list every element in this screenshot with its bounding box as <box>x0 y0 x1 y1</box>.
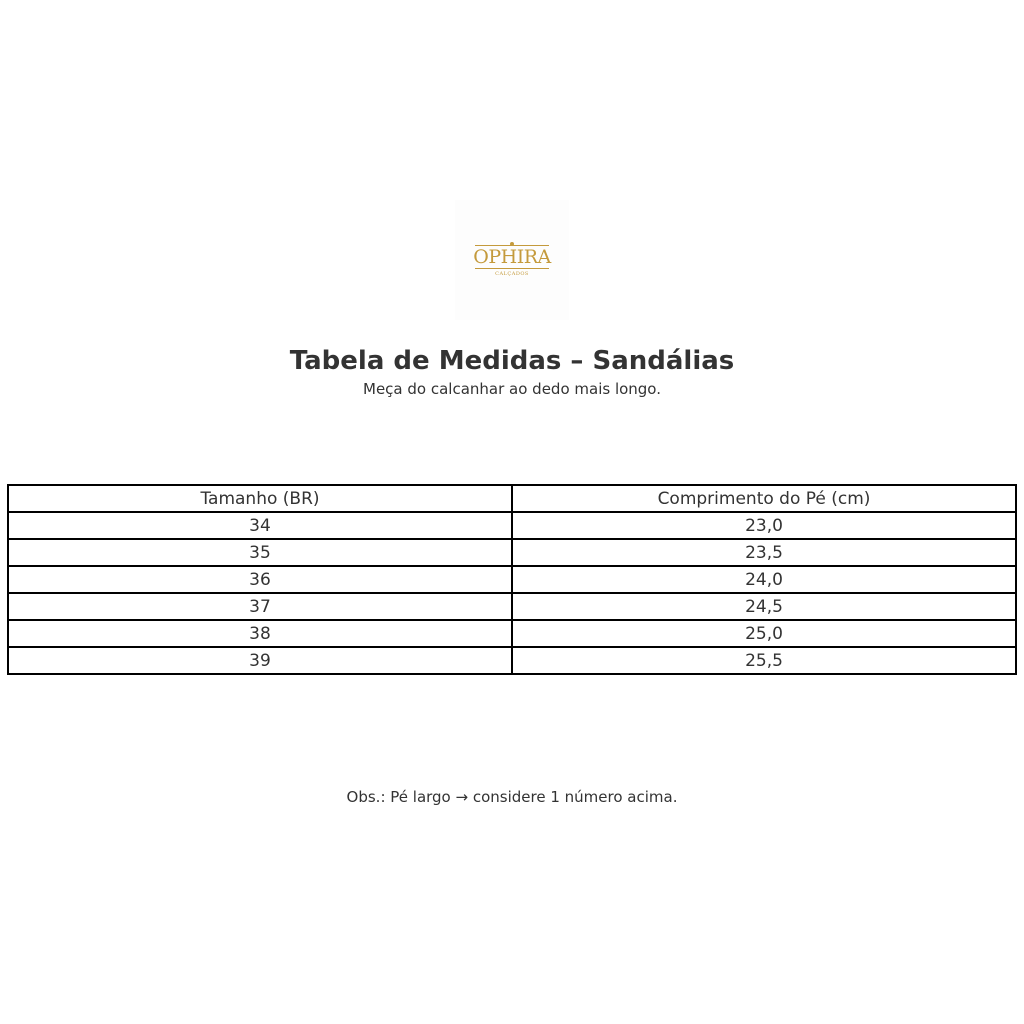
table-row: 34 23,0 <box>7 511 1017 540</box>
header-length: Comprimento do Pé (cm) <box>511 484 1017 513</box>
cell-size: 39 <box>7 646 513 675</box>
cell-length: 23,0 <box>511 511 1017 540</box>
table-row: 38 25,0 <box>7 619 1017 648</box>
table-header-row: Tamanho (BR) Comprimento do Pé (cm) <box>7 484 1017 513</box>
cell-length: 25,0 <box>511 619 1017 648</box>
table-row: 39 25,5 <box>7 646 1017 675</box>
cell-size: 37 <box>7 592 513 621</box>
cell-length: 24,5 <box>511 592 1017 621</box>
logo-tagline: CALÇADOS <box>495 271 529 277</box>
page-subtitle: Meça do calcanhar ao dedo mais longo. <box>363 380 661 398</box>
cell-size: 38 <box>7 619 513 648</box>
table-row: 37 24,5 <box>7 592 1017 621</box>
table-row: 36 24,0 <box>7 565 1017 594</box>
size-table: Tamanho (BR) Comprimento do Pé (cm) 34 23… <box>7 484 1017 675</box>
footnote: Obs.: Pé largo → considere 1 número acim… <box>346 788 678 806</box>
cell-length: 23,5 <box>511 538 1017 567</box>
cell-size: 36 <box>7 565 513 594</box>
logo-name: OPHIRA <box>473 246 551 268</box>
cell-size: 34 <box>7 511 513 540</box>
table-row: 35 23,5 <box>7 538 1017 567</box>
header-size: Tamanho (BR) <box>7 484 513 513</box>
brand-logo: OPHIRA CALÇADOS <box>455 200 569 320</box>
cell-length: 25,5 <box>511 646 1017 675</box>
cell-length: 24,0 <box>511 565 1017 594</box>
page-title: Tabela de Medidas – Sandálias <box>289 346 735 376</box>
cell-size: 35 <box>7 538 513 567</box>
